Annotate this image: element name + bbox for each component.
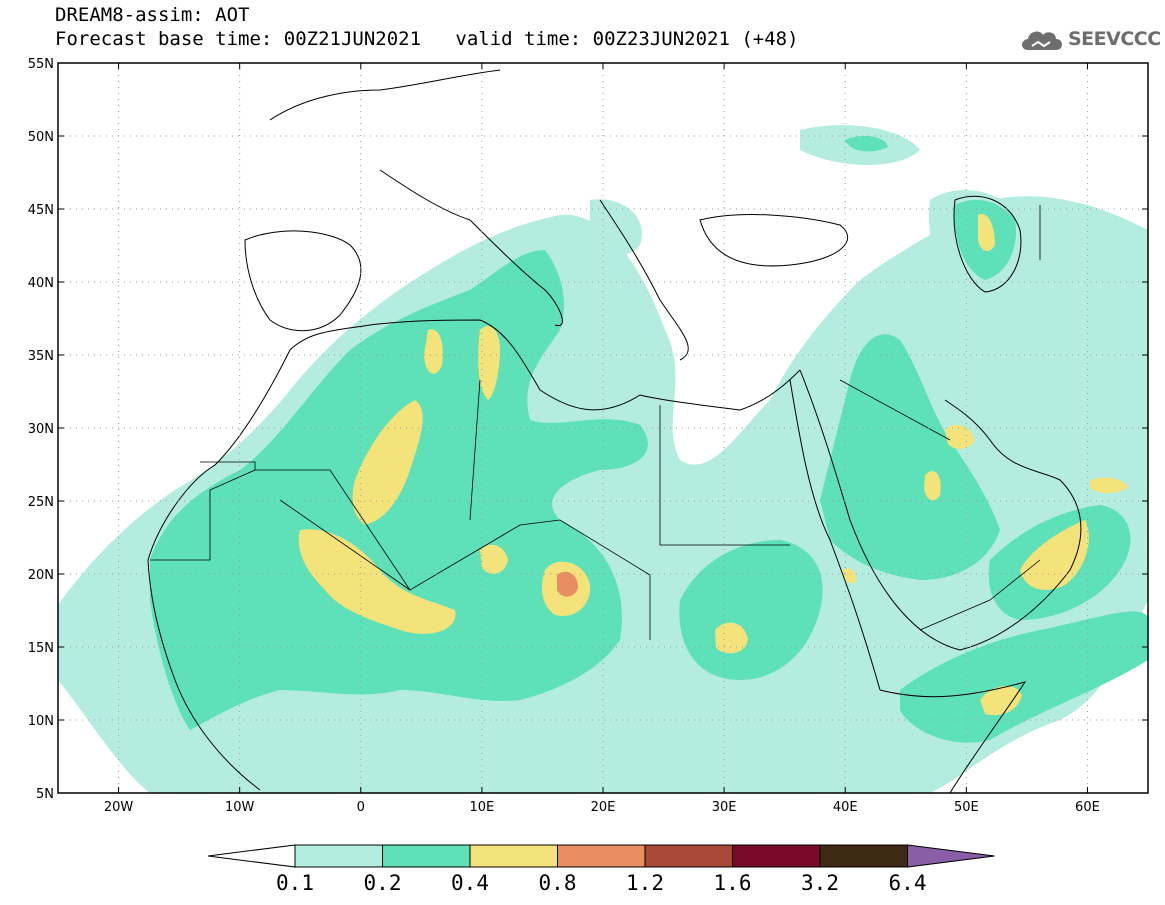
time-info: Forecast base time: 00Z21JUN2021 valid t… [55,28,799,50]
lon-tick-label: 40E [833,800,858,815]
valid-time-label: valid time: 00Z23JUN2021 (+48) [455,28,799,50]
lon-tick-label: 0 [357,800,365,815]
coastline-north-africa [147,319,801,561]
aot-field-0.4-sudan [715,622,748,654]
latitude-axis: 55N 50N 45N 40N 35N 30N 25N 20N 15N 10N 5N [28,57,1148,802]
lon-tick-label: 30E [712,800,737,815]
longitude-axis: 20W 10W 0 10E 20E 30E 40E 50E 60E [104,63,1100,815]
lat-tick-label: 5N [36,787,54,802]
coastline-iberia [244,230,362,332]
colorbar-high-arrow [907,844,995,868]
lat-tick-label: 55N [28,57,54,72]
aot-field-0.4-mali [298,529,456,634]
colorbar: 0.1 0.2 0.4 0.8 1.2 1.6 3.2 6.4 [207,844,995,895]
seevccc-logo: SEEVCCC [1018,22,1161,58]
aot-field-0.4-gulf [1090,477,1128,494]
aot-field-0.2-north [845,135,888,152]
colorbar-segment [644,844,733,868]
aot-contour-fields [58,125,1148,793]
coastline-italy [469,219,563,327]
colorbar-label: 0.4 [451,871,489,895]
aot-field-0.1-east [1060,256,1148,330]
lat-tick-label: 15N [28,641,54,656]
aot-field-0.4-algeria [352,400,423,525]
aot-field-0.2-sahel [679,540,823,680]
aot-field-0.4-somalia [980,685,1022,716]
lon-tick-label: 60E [1075,800,1100,815]
colorbar-label: 1.2 [626,871,664,895]
aot-field-0.4-caspian [978,214,995,252]
colorbar-label: 1.6 [714,871,752,895]
coastline-red-sea [789,379,881,691]
lat-tick-label: 40N [28,276,54,291]
lon-tick-label: 20E [591,800,616,815]
lon-tick-label: 10W [225,800,255,815]
coastlines-and-borders [147,69,1082,793]
colorbar-segment [294,844,383,868]
colorbar-segment [732,844,821,868]
lon-tick-label: 10E [470,800,495,815]
lat-tick-label: 25N [28,495,54,510]
lat-tick-label: 45N [28,203,54,218]
coastline-arabia [799,369,1082,651]
base-time-label: Forecast base time: 00Z21JUN2021 [55,28,422,50]
lat-tick-label: 10N [28,714,54,729]
cloud-icon [1022,31,1062,50]
colorbar-label: 0.2 [364,871,402,895]
aot-field-0.4-atlas [424,329,443,374]
aot-field-0.2-arabiansea [900,611,1148,743]
colorbar-label: 0.1 [276,871,314,895]
map-title: DREAM8-assim: AOT [55,4,250,26]
coastline-west-africa [147,559,261,791]
lat-tick-label: 50N [28,130,54,145]
colorbar-label: 0.8 [539,871,577,895]
lat-tick-label: 35N [28,349,54,364]
aot-field-0.4-arabia [924,471,941,501]
lon-tick-label: 20W [104,800,134,815]
lon-tick-label: 50E [954,800,979,815]
aot-field-0.4-niger [480,544,508,574]
colorbar-label: 6.4 [889,871,927,895]
aot-field-0.2-arabia [820,334,1000,580]
aot-field-0.4-iraq [945,424,975,449]
colorbar-segment [557,844,646,868]
coastline-horn-africa [879,681,1027,793]
coastline-europe [269,69,689,361]
colorbar-segment [469,844,558,868]
lat-tick-label: 20N [28,568,54,583]
coastline-black-sea [699,214,849,267]
logo-text: SEEVCCC [1068,28,1161,50]
border-lines [150,205,1041,640]
lat-tick-label: 30N [28,422,54,437]
colorbar-label: 3.2 [801,871,839,895]
coastline-caspian [953,195,1022,293]
aot-field-0.4-oman [1020,520,1089,590]
aot-field-0.8-chad [557,571,578,597]
colorbar-segment [819,844,908,868]
colorbar-segment [382,844,471,868]
aot-field-0.4-tunisia [478,326,500,400]
colorbar-low-arrow [207,844,296,868]
